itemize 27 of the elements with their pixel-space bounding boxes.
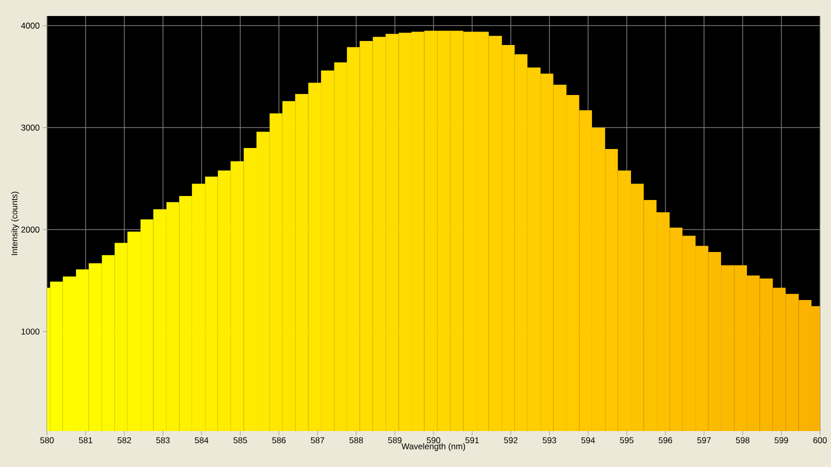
x-tick-label: 600 [813, 437, 827, 444]
y-tick-label: 4000 [21, 22, 40, 29]
x-tick-label: 580 [40, 437, 54, 444]
x-tick-label: 586 [272, 437, 286, 444]
x-tick-label: 596 [658, 437, 672, 444]
x-tick-label: 599 [774, 437, 788, 444]
x-tick-label: 584 [194, 437, 208, 444]
x-tick-label: 588 [349, 437, 363, 444]
x-tick-label: 587 [310, 437, 324, 444]
x-tick-label: 590 [426, 437, 440, 444]
x-tick-label: 581 [78, 437, 92, 444]
y-axis-title: Intensity (counts) [11, 192, 20, 255]
x-tick-label: 589 [388, 437, 402, 444]
x-tick-label: 593 [542, 437, 556, 444]
x-tick-label: 585 [234, 437, 247, 444]
y-tick-label: 2000 [21, 226, 40, 233]
x-tick-label: 595 [620, 437, 634, 444]
x-tick-label: 594 [581, 437, 595, 444]
x-tick-label: 583 [156, 437, 170, 444]
x-axis-title: Wavelength (nm) [401, 443, 466, 451]
x-tick-label: 592 [504, 437, 518, 444]
x-tick-label: 598 [736, 437, 750, 444]
x-tick-label: 591 [465, 437, 479, 444]
x-tick-label: 582 [118, 437, 131, 444]
y-tick-label: 3000 [21, 124, 40, 131]
x-tick-label: 597 [697, 437, 711, 444]
y-tick-label: 1000 [22, 328, 40, 335]
